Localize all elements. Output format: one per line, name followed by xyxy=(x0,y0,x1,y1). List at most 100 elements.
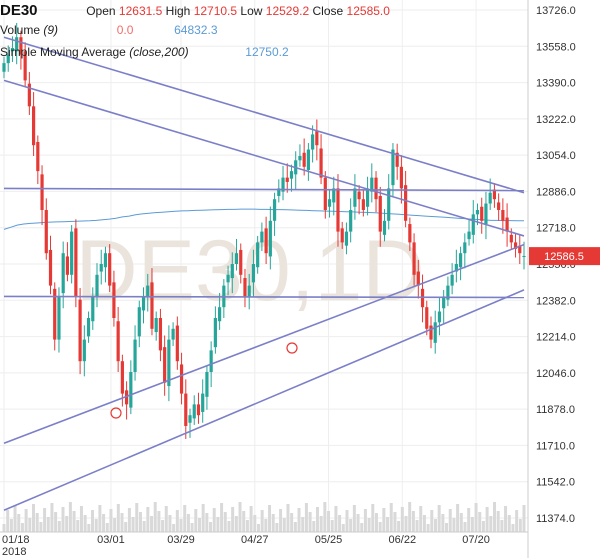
candle-body xyxy=(497,202,501,211)
candle-body xyxy=(433,322,437,343)
candle-body xyxy=(205,371,209,397)
volume-bar xyxy=(338,515,342,532)
candle-body xyxy=(446,285,450,300)
candle-body xyxy=(179,364,184,394)
volume-bar xyxy=(209,522,213,532)
candle-body xyxy=(103,253,108,268)
y-tick-label: 11542.0 xyxy=(536,477,575,489)
volume-bar xyxy=(253,515,257,532)
volume-bar xyxy=(459,513,463,532)
volume-bar xyxy=(397,521,401,532)
candle-body xyxy=(302,152,306,167)
volume-bar xyxy=(260,510,264,532)
candle-body xyxy=(437,311,442,323)
volume-bar xyxy=(496,511,500,532)
volume-bar xyxy=(220,503,224,532)
candle-body xyxy=(192,404,196,419)
volume-bar xyxy=(227,521,231,532)
candle-body xyxy=(378,195,382,232)
volume-bar xyxy=(470,517,474,532)
candle-body xyxy=(463,242,467,254)
volume-bar xyxy=(308,512,312,532)
volume-bar xyxy=(304,503,308,532)
candle-body xyxy=(218,307,222,322)
candle-body xyxy=(171,328,175,340)
candle-body xyxy=(370,177,374,192)
pivot-marker xyxy=(110,407,122,419)
volume-bar xyxy=(57,521,61,532)
candle-body xyxy=(285,177,289,182)
volume-bar xyxy=(463,522,467,532)
trendline-3 xyxy=(3,295,525,299)
volume-bar xyxy=(109,509,113,532)
volume-bar xyxy=(183,505,187,532)
candle-body xyxy=(475,210,480,215)
low-label: Low xyxy=(240,4,263,18)
volume-bar xyxy=(411,511,415,532)
volume-bar xyxy=(61,507,65,532)
volume-bar xyxy=(102,514,106,532)
volume-bar xyxy=(507,515,511,532)
volume-bar xyxy=(116,504,120,532)
volume-bar xyxy=(179,519,183,532)
y-tick-label: 13390.0 xyxy=(536,78,576,90)
x-tick-label: 05/25 xyxy=(315,534,343,546)
candle-body xyxy=(518,245,522,254)
candle-body xyxy=(150,282,154,329)
candle-body xyxy=(484,203,488,225)
volume-bar xyxy=(456,504,460,532)
candle-body xyxy=(391,149,395,186)
volume-bar xyxy=(24,509,28,532)
candle-body xyxy=(175,325,179,362)
candle-body xyxy=(10,48,15,52)
volume-bar xyxy=(164,506,168,532)
candle-body xyxy=(349,210,353,232)
volume-bar xyxy=(201,504,205,532)
volume-bar xyxy=(504,506,508,532)
volume-bar xyxy=(371,504,375,532)
volume-bar xyxy=(223,512,227,532)
sma-legend: Simple Moving Average (close,200) 12750.… xyxy=(0,45,289,59)
volume-bar xyxy=(50,503,54,532)
candle-body xyxy=(311,134,315,150)
volume-bar xyxy=(28,518,32,532)
volume-bar xyxy=(197,518,201,532)
volume-bar xyxy=(515,510,519,532)
volume-bar xyxy=(91,510,95,532)
last-price-tag xyxy=(529,247,600,266)
volume-bar xyxy=(54,512,58,532)
volume-bar xyxy=(286,504,290,532)
volume-bar xyxy=(138,512,142,532)
x-tick-label: 06/22 xyxy=(389,534,417,546)
sma-param: (close,200) xyxy=(129,45,189,59)
candle-body xyxy=(467,231,471,240)
volume-bar xyxy=(363,509,367,532)
candle-body xyxy=(167,339,171,387)
candle-body xyxy=(471,214,475,235)
volume-bar xyxy=(352,505,356,532)
y-tick-label: 11374.0 xyxy=(536,513,575,525)
candle-body xyxy=(454,264,458,272)
volume-bar xyxy=(330,520,334,532)
volume-bar xyxy=(282,518,286,532)
candle-body xyxy=(256,242,260,268)
candle-body xyxy=(425,307,429,329)
candle-body xyxy=(492,189,497,200)
volume-bar xyxy=(356,514,360,532)
candle-body xyxy=(327,199,332,207)
candle-body xyxy=(112,282,116,318)
trendline-5 xyxy=(3,289,525,511)
close-value: 12585.0 xyxy=(346,4,390,18)
volume-bar xyxy=(518,519,522,532)
volume-bar xyxy=(105,523,109,532)
candle-body xyxy=(158,317,163,351)
candle-body xyxy=(281,177,285,192)
volume-bar xyxy=(120,513,124,532)
candle-body xyxy=(442,296,446,309)
volume-bar xyxy=(146,507,150,532)
candle-body xyxy=(120,361,124,394)
volume-bar xyxy=(216,517,220,532)
volume-bar xyxy=(83,515,87,532)
candle-body xyxy=(247,285,251,297)
